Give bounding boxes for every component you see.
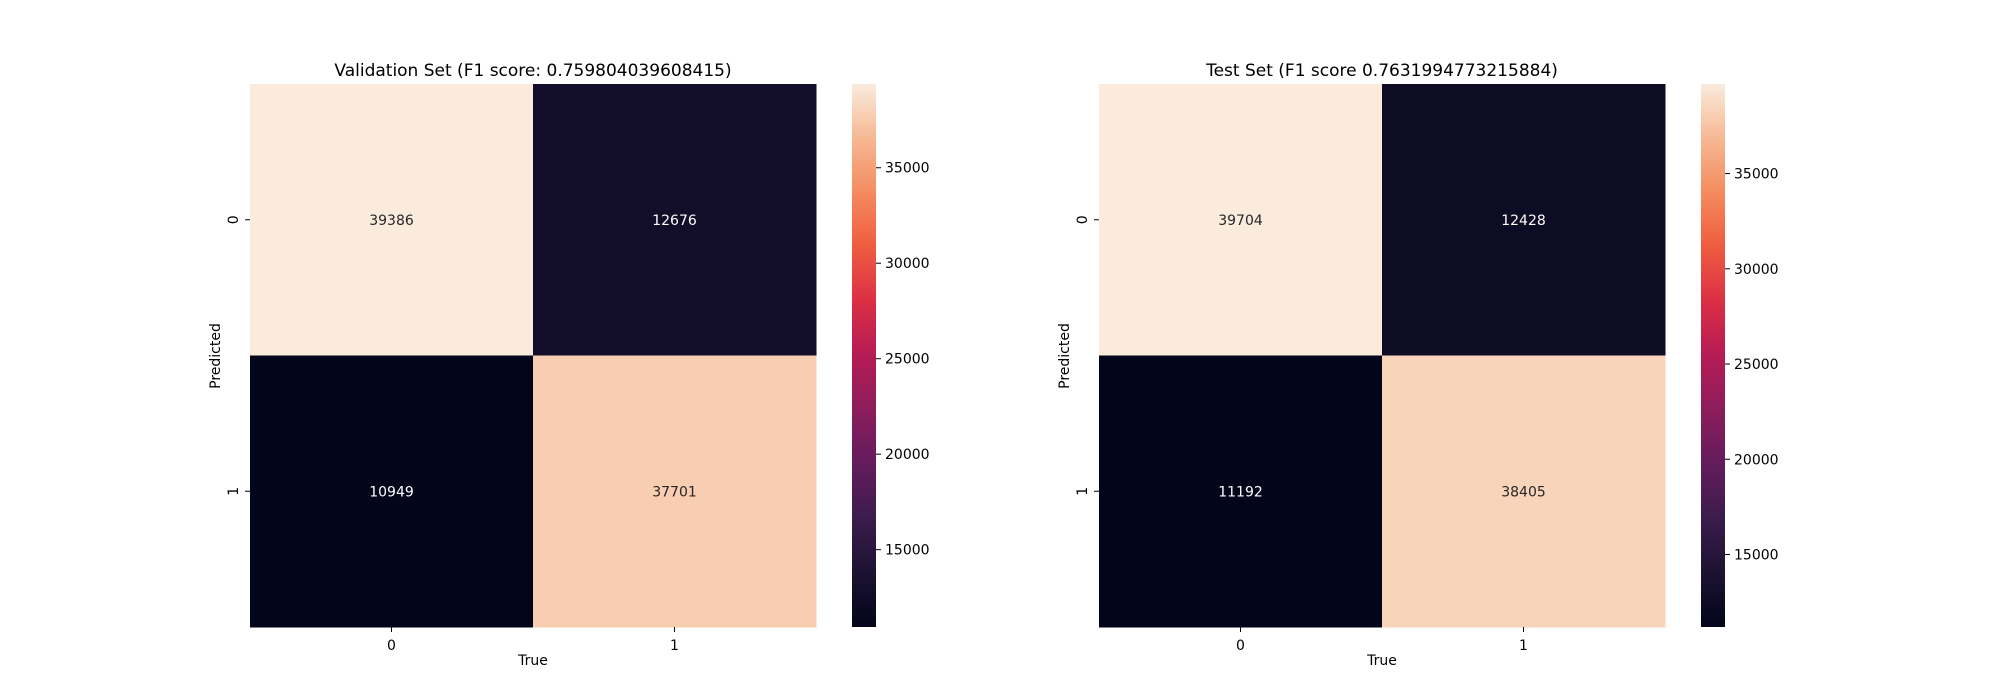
validation-cells: 39386 12676 10949 37701 (250, 84, 817, 628)
test-cell-1-0 (1099, 355, 1383, 628)
validation-title: Validation Set (F1 score: 0.759804039608… (334, 61, 731, 81)
validation-colorbar-tick-label-1: 20000 (885, 447, 930, 463)
validation-colorbar-tick-label-0: 15000 (885, 543, 930, 559)
validation-heatmap: Validation Set (F1 score: 0.759804039608… (208, 61, 930, 669)
test-colorbar (1701, 84, 1725, 627)
validation-cell-label-1-1: 37701 (652, 484, 697, 500)
validation-colorbar-tick-label-2: 25000 (885, 352, 930, 368)
validation-x-tick-label-0: 0 (387, 638, 396, 654)
validation-y-ticks: 01 (226, 215, 250, 496)
validation-cell-1-1 (533, 355, 817, 628)
test-cell-0-0 (1099, 84, 1383, 356)
validation-colorbar-tick-label-3: 30000 (885, 256, 930, 272)
validation-cell-label-1-0: 10949 (369, 484, 414, 500)
test-colorbar-ticks: 15000 20000 25000 30000 35000 (1725, 167, 1779, 563)
test-x-tick-label-1: 1 (1519, 638, 1528, 654)
test-colorbar-tick-label-2: 25000 (1734, 357, 1779, 373)
test-cell-label-0-1: 12428 (1501, 213, 1546, 229)
test-cell-label-1-1: 38405 (1501, 484, 1546, 500)
test-y-tick-label-1: 1 (1075, 487, 1091, 496)
validation-cell-0-1 (533, 84, 817, 356)
validation-x-axis-label: True (517, 653, 548, 669)
validation-cell-label-0-1: 12676 (652, 213, 697, 229)
validation-y-tick-label-1: 1 (226, 487, 242, 496)
test-cell-0-1 (1382, 84, 1666, 356)
validation-cell-1-0 (250, 355, 534, 628)
test-x-axis-label: True (1366, 653, 1397, 669)
validation-colorbar (852, 84, 876, 627)
test-cell-1-1 (1382, 355, 1666, 628)
test-colorbar-tick-label-4: 35000 (1734, 167, 1779, 183)
validation-x-tick-label-1: 1 (670, 638, 679, 654)
validation-y-tick-label-0: 0 (226, 215, 242, 224)
test-title: Test Set (F1 score 0.7631994773215884) (1205, 61, 1558, 81)
validation-colorbar-ticks: 15000 20000 25000 30000 35000 (876, 161, 930, 559)
test-x-tick-label-0: 0 (1236, 638, 1245, 654)
test-cells: 39704 12428 11192 38405 (1099, 84, 1666, 628)
validation-colorbar-tick-label-4: 35000 (885, 161, 930, 177)
test-colorbar-tick-label-0: 15000 (1734, 547, 1779, 563)
test-cell-label-1-0: 11192 (1218, 484, 1263, 500)
test-y-tick-label-0: 0 (1075, 215, 1091, 224)
validation-cell-0-0 (250, 84, 534, 356)
validation-cell-label-0-0: 39386 (369, 213, 414, 229)
test-y-ticks: 01 (1075, 215, 1099, 496)
test-colorbar-tick-label-1: 20000 (1734, 452, 1779, 468)
test-cell-label-0-0: 39704 (1218, 213, 1263, 229)
test-y-axis-label: Predicted (1057, 323, 1073, 389)
test-colorbar-tick-label-3: 30000 (1734, 262, 1779, 278)
validation-y-axis-label: Predicted (208, 323, 224, 389)
test-heatmap: Test Set (F1 score 0.7631994773215884) 3… (1057, 61, 1779, 669)
